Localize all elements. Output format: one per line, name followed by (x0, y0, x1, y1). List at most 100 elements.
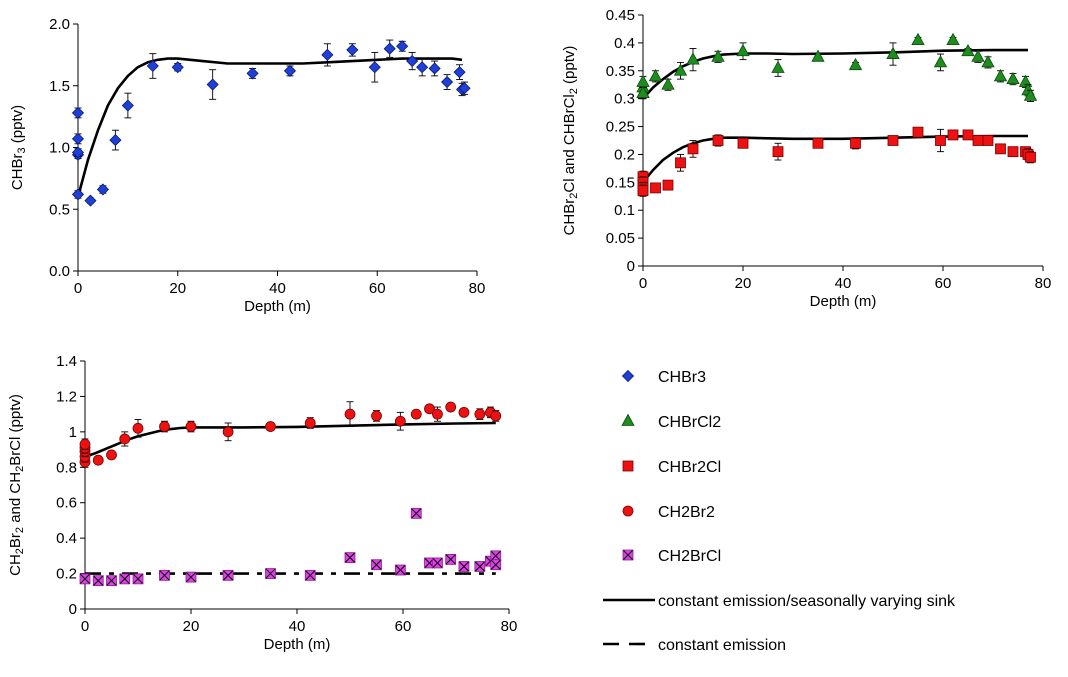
marker-cross-b (395, 565, 406, 575)
y-axis-title: CH2Br2 and CH2BrCl (pptv) (7, 394, 26, 576)
data-point (283, 64, 297, 77)
y-tick-label: 2.0 (49, 16, 70, 33)
y-tick-label: 1.5 (49, 78, 70, 95)
data-point (119, 433, 131, 445)
legend-entry: CH2Br2 (622, 504, 715, 521)
data-point (96, 183, 110, 196)
data-point (650, 182, 661, 194)
data-point (1007, 146, 1019, 158)
data-point (304, 569, 316, 581)
data-point (981, 55, 995, 68)
data-point (106, 449, 117, 461)
data-point (71, 188, 85, 201)
data-point (441, 75, 454, 89)
x-tick-label: 20 (735, 275, 752, 292)
data-point (432, 408, 443, 420)
data-point (424, 403, 435, 415)
data-point (474, 408, 486, 420)
chbr3-panel: 0.0 0.5 1.0 1.5 2.0 0 20 40 60 80 Depth (m) CHBr3 (… (9, 16, 485, 315)
data-point (490, 410, 502, 422)
y-tick-label: 0.25 (606, 119, 635, 136)
data-point (1006, 71, 1020, 85)
data-point (947, 129, 959, 141)
data-point (371, 559, 382, 571)
marker-cross-b (265, 568, 276, 579)
series-chbr3 (71, 39, 471, 207)
x-tick-label: 20 (169, 280, 186, 297)
marker-cross-b (159, 570, 170, 581)
data-point (850, 137, 861, 149)
data-point (961, 43, 975, 57)
data-point (995, 143, 1006, 155)
model-line-seasonal-sink (642, 48, 1028, 100)
data-point (445, 554, 457, 565)
y-tick-label: 1.0 (49, 140, 70, 157)
marker-cross-b (474, 561, 485, 572)
data-point (171, 61, 184, 74)
y-tick-label: 0.1 (614, 202, 635, 219)
data-point (636, 74, 650, 87)
data-point (887, 135, 899, 146)
y-tick-label: 1.2 (56, 388, 77, 405)
marker-cross-b (623, 550, 633, 560)
legend: CHBr3 CHBrCl2 CHBr2Cl CH2Br2 CH2BrCl constant… (603, 369, 956, 654)
data-point (79, 438, 91, 450)
marker-cross-b (305, 570, 316, 581)
marker-cross-b (490, 551, 501, 561)
y-tick-label: 0.2 (614, 146, 635, 163)
y-tick-label: 0 (69, 601, 77, 618)
data-point (159, 569, 170, 581)
data-point (772, 146, 784, 158)
y-tick-label: 0.15 (606, 174, 635, 191)
data-point (185, 421, 197, 432)
data-point (662, 179, 674, 191)
x-tick-label: 60 (369, 280, 386, 297)
legend-entry: constant emission (603, 637, 786, 654)
x-tick-label: 0 (74, 280, 82, 297)
data-point (79, 573, 91, 585)
data-point (265, 421, 276, 432)
x-tick-label: 80 (501, 618, 518, 635)
legend-label: CH2Br2 (658, 504, 715, 521)
marker-cross-b (411, 508, 422, 519)
data-point (490, 559, 502, 571)
data-point (206, 78, 219, 91)
data-point (636, 85, 650, 98)
data-point (971, 49, 985, 62)
data-point (106, 575, 117, 587)
data-point (71, 132, 85, 145)
data-point (458, 406, 470, 418)
data-point (1018, 74, 1033, 87)
y-tick-label: 0.45 (606, 7, 635, 24)
y-tick-label: 0.8 (56, 459, 77, 476)
data-point (811, 49, 825, 62)
marker-cross-b (133, 574, 143, 584)
y-tick-label: 0.6 (56, 495, 77, 512)
data-point (121, 99, 134, 112)
data-point (428, 62, 441, 75)
series-chbrcl2 (636, 32, 1038, 102)
data-point (304, 417, 316, 429)
data-point (383, 42, 396, 55)
data-point (737, 137, 749, 149)
x-tick-label: 60 (395, 618, 412, 635)
model-line-seasonal-sink (76, 57, 463, 198)
data-point (346, 43, 359, 57)
data-point (344, 552, 356, 564)
series-chbr2cl (637, 126, 1036, 197)
legend-label: CHBr2Cl (658, 459, 721, 476)
data-point (84, 194, 97, 207)
data-point (119, 573, 131, 585)
data-point (246, 67, 259, 80)
marker-cross-b (80, 574, 90, 584)
data-point (637, 185, 649, 197)
marker-cross-b (371, 559, 382, 570)
marker-cross-b (106, 575, 117, 586)
model-line-seasonal-sink (641, 134, 1028, 184)
data-point (432, 557, 443, 569)
data-point (661, 77, 675, 90)
x-axis-title: Depth (m) (244, 298, 311, 315)
y-tick-label: 1.4 (56, 353, 77, 370)
data-point (911, 32, 925, 45)
model-line-seasonal-sink (84, 421, 496, 458)
